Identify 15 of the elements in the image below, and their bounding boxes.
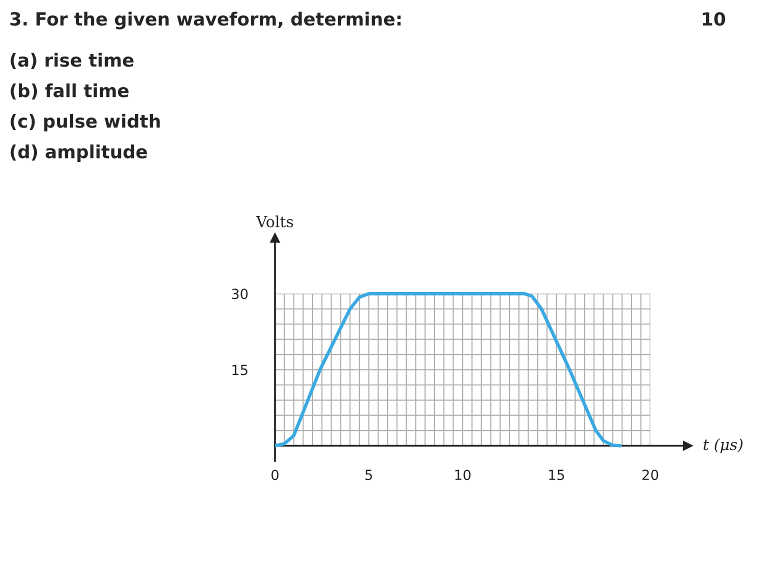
x-tick-label: 15: [549, 470, 564, 480]
text: (d) amplitude: [10, 144, 147, 162]
x-tick-label: 20: [642, 470, 658, 480]
y-tick-label: 30: [232, 288, 248, 300]
text: (a) rise time: [10, 52, 134, 69]
chart-title: 3. For the given waveform, determine:: [10, 12, 401, 30]
y-axis-title: Volts: [256, 216, 294, 228]
x-tick-label: 10: [455, 470, 471, 480]
x-axis-title: t (μs): [704, 438, 743, 454]
x-tick-label: 5: [365, 470, 372, 480]
text: (b) fall time: [10, 83, 129, 100]
line-series: [274, 292, 622, 448]
x-tick-label: 0: [271, 470, 278, 480]
text: (c) pulse width: [10, 114, 160, 132]
text: 10: [702, 12, 726, 26]
